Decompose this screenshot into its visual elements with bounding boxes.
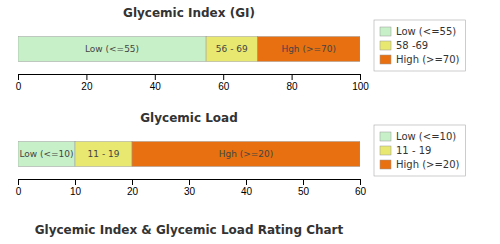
tick-label: 0: [16, 186, 22, 197]
tick: 20: [127, 179, 139, 197]
legend-swatch: [380, 27, 391, 36]
tick-mark: [223, 74, 224, 80]
legend: Low (<=10) 11 - 19 High (>=20): [374, 125, 465, 176]
tick: 10: [70, 179, 82, 197]
chart-root: Glycemic Index (GI) Low (<=55) 56 - 69 Hgh …: [0, 0, 500, 244]
tick: 30: [184, 179, 196, 197]
tick-mark: [360, 74, 361, 80]
tick: 60: [218, 74, 230, 92]
bar-label: Hgh (>=70): [281, 44, 336, 54]
tick-mark: [18, 74, 19, 80]
tick-label: 60: [218, 81, 230, 92]
legend-label: 58 -69: [396, 40, 428, 51]
tick-label: 0: [16, 81, 22, 92]
legend-swatch: [380, 160, 391, 169]
tick: 0: [16, 74, 22, 92]
tick: 40: [150, 74, 162, 92]
tick: 40: [241, 179, 253, 197]
tick-mark: [360, 179, 361, 185]
legend-frame: [374, 20, 465, 71]
tick: 20: [81, 74, 93, 92]
tick: 50: [298, 179, 310, 197]
chart-title: Glycemic Load: [140, 111, 238, 125]
tick-label: 20: [127, 186, 139, 197]
tick-label: 40: [150, 81, 162, 92]
panel: Glycemic Load Low (<=10) 11 - 19 Hgh (>=20)…: [16, 111, 466, 197]
legend-label: 11 - 19: [396, 145, 431, 156]
bar-label: Low (<=10): [19, 149, 73, 159]
tick-mark: [75, 179, 76, 185]
bar-labels: Low (<=55) 56 - 69 Hgh (>=70): [85, 44, 336, 54]
tick-mark: [86, 74, 87, 80]
tick-label: 30: [184, 186, 196, 197]
tick-mark: [303, 179, 304, 185]
tick-label: 20: [81, 81, 93, 92]
legend: Low (<=55) 58 -69 High (>=70): [374, 20, 465, 71]
x-axis: 0 10 20 30 40 50 60: [16, 179, 367, 197]
legend-swatch: [380, 41, 391, 50]
legend-frame: [374, 125, 465, 176]
figure-title: Glycemic Index & Glycemic Load Rating Ch…: [35, 223, 344, 237]
chart-title: Glycemic Index (GI): [123, 6, 255, 20]
tick-label: 60: [355, 186, 367, 197]
tick: 60: [355, 179, 367, 197]
legend-swatch: [380, 146, 391, 155]
legend-label: High (>=70): [396, 54, 460, 65]
tick-label: 10: [70, 186, 82, 197]
bar-label: 11 - 19: [88, 149, 120, 159]
axis-domain: [19, 75, 361, 81]
bars: [18, 37, 360, 62]
panel: Glycemic Index (GI) Low (<=55) 56 - 69 Hgh …: [16, 6, 466, 92]
legend-label: High (>=20): [396, 159, 460, 170]
tick-mark: [292, 74, 293, 80]
tick-label: 100: [352, 81, 369, 92]
tick-mark: [246, 179, 247, 185]
tick-mark: [155, 74, 156, 80]
legend-label: Low (<=10): [396, 131, 456, 142]
tick: 100: [352, 74, 369, 92]
bar-segment: [132, 142, 360, 167]
x-axis: 0 20 40 60 80 100: [16, 74, 370, 92]
legend-swatch: [380, 55, 391, 64]
bar-segment: [206, 37, 257, 62]
axis-domain: [19, 180, 361, 186]
bar-label: 56 - 69: [216, 44, 248, 54]
bar-segment: [75, 142, 132, 167]
bar-segment: [257, 37, 360, 62]
legend-label: Low (<=55): [396, 26, 456, 37]
bars: [18, 142, 360, 167]
tick-label: 40: [241, 186, 253, 197]
tick-label: 80: [287, 81, 299, 92]
bar-segment: [18, 142, 75, 167]
bar-segment: [18, 37, 206, 62]
tick-mark: [18, 179, 19, 185]
tick: 80: [287, 74, 299, 92]
legend-swatch: [380, 132, 391, 141]
tick-mark: [189, 179, 190, 185]
bar-label: Hgh (>=20): [219, 149, 274, 159]
bar-label: Low (<=55): [85, 44, 139, 54]
tick-label: 50: [298, 186, 310, 197]
tick-mark: [132, 179, 133, 185]
tick: 0: [16, 179, 22, 197]
bar-labels: Low (<=10) 11 - 19 Hgh (>=20): [19, 149, 273, 159]
